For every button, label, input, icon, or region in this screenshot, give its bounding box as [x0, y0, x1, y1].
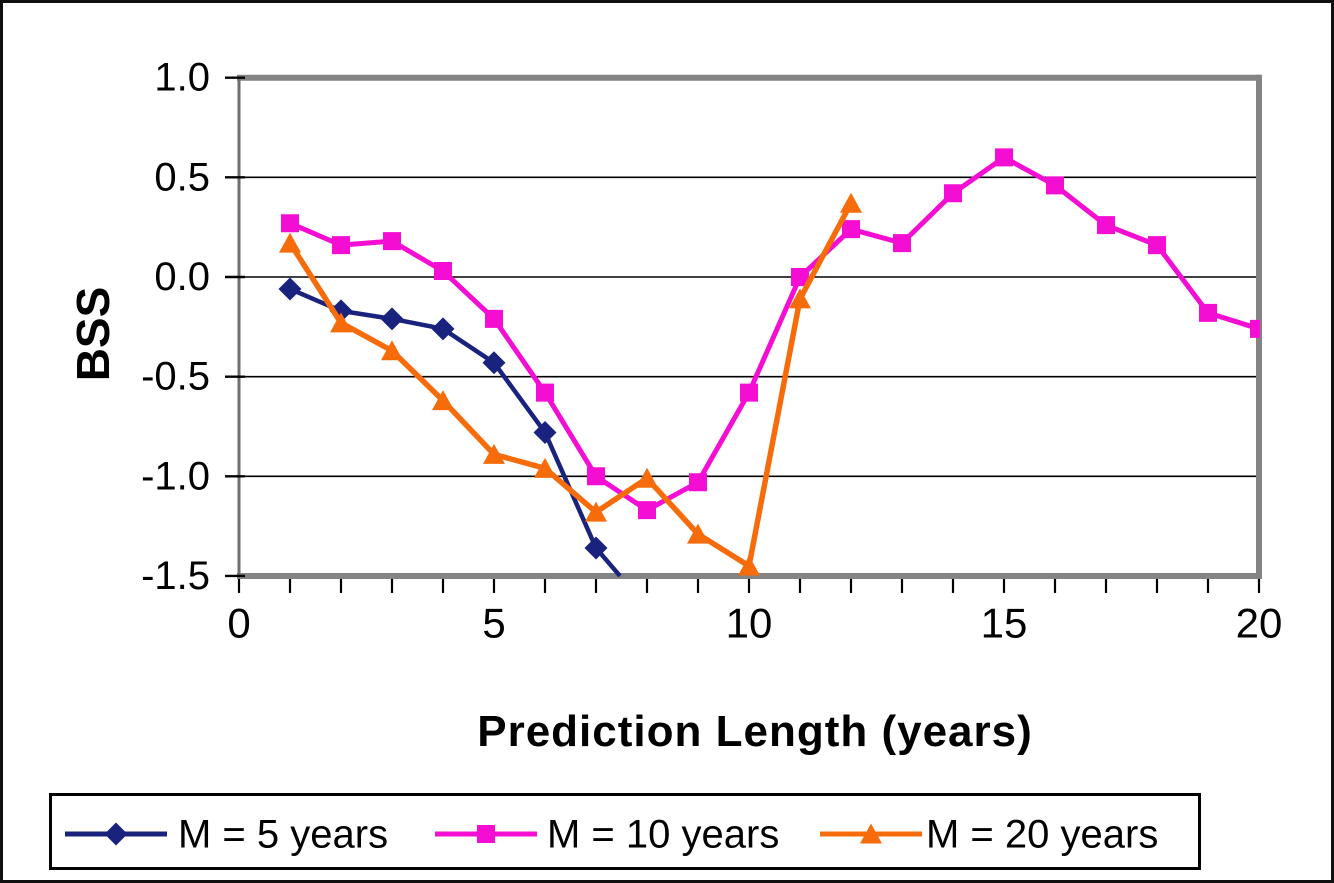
y-tick-label: -1.0	[141, 454, 210, 498]
series-marker-triangle	[483, 443, 505, 464]
legend-label: M = 20 years	[926, 812, 1159, 856]
series-marker-square	[587, 467, 605, 486]
legend-label: M = 5 years	[178, 812, 389, 856]
series-marker-square	[1097, 216, 1115, 235]
series-marker-square	[1199, 303, 1217, 322]
diamond-icon	[104, 822, 128, 846]
series-marker-square	[995, 148, 1013, 167]
y-tick-label: -0.5	[141, 355, 210, 399]
series-marker-square	[842, 220, 860, 239]
series-marker-diamond	[584, 536, 608, 560]
series-marker-triangle	[636, 467, 658, 488]
series-marker-triangle	[738, 555, 760, 576]
series-marker-diamond	[482, 351, 506, 375]
legend: M = 5 years M = 10 years M = 20 years	[49, 793, 1201, 870]
series-marker-square	[1250, 319, 1260, 338]
series-marker-triangle	[840, 192, 862, 213]
legend-label: M = 10 years	[547, 812, 780, 856]
series-marker-triangle	[687, 523, 709, 544]
series-marker-triangle	[585, 501, 607, 522]
plot-area	[239, 77, 1259, 576]
y-axis-title: BSS	[67, 286, 119, 382]
series-marker-diamond	[431, 317, 455, 341]
series-marker-square	[944, 184, 962, 203]
series-marker-square	[893, 234, 911, 253]
legend-diamond-swatch	[65, 822, 167, 846]
x-tick-label: 10	[726, 600, 773, 647]
series-marker-square	[791, 268, 809, 286]
series-marker-diamond	[380, 307, 404, 331]
y-tick-label: 1.0	[154, 56, 210, 100]
x-tick-label: 0	[227, 600, 250, 647]
series-marker-triangle	[534, 457, 556, 478]
x-axis-title: Prediction Length (years)	[477, 707, 1033, 756]
x-tick-label: 15	[981, 600, 1028, 647]
series-marker-square	[332, 236, 350, 255]
y-tick-label: 0.0	[154, 255, 210, 299]
legend-square-swatch	[435, 825, 537, 843]
y-tick-label: -1.5	[141, 554, 210, 598]
series-marker-square	[281, 214, 299, 233]
y-tick-label: 0.5	[154, 155, 210, 199]
series-line-triangle	[287, 201, 854, 569]
series-marker-square	[485, 309, 503, 328]
series-marker-square	[689, 473, 707, 492]
legend-triangle-swatch	[820, 823, 922, 844]
series-marker-square	[1148, 236, 1166, 255]
square-icon	[477, 825, 495, 843]
series-marker-triangle	[279, 232, 301, 253]
series-marker-square	[536, 383, 554, 402]
series-marker-triangle	[330, 312, 352, 333]
x-tick-label: 5	[482, 600, 505, 647]
series-marker-square	[1046, 176, 1064, 195]
series-marker-triangle	[432, 390, 454, 411]
series-marker-triangle	[789, 288, 811, 309]
chart-canvas: 1.0 0.5 0.0 -0.5 -1.0 -1.5 0 5 10 15 20	[141, 56, 1283, 647]
series-marker-square	[638, 501, 656, 520]
series-marker-square	[383, 232, 401, 251]
x-tick-label: 20	[1236, 600, 1283, 647]
series-marker-square	[434, 262, 452, 281]
series-marker-triangle	[381, 340, 403, 361]
series-marker-diamond	[278, 277, 302, 301]
series-marker-square	[740, 383, 758, 402]
series-marker-diamond	[533, 420, 557, 444]
triangle-icon	[860, 823, 882, 844]
